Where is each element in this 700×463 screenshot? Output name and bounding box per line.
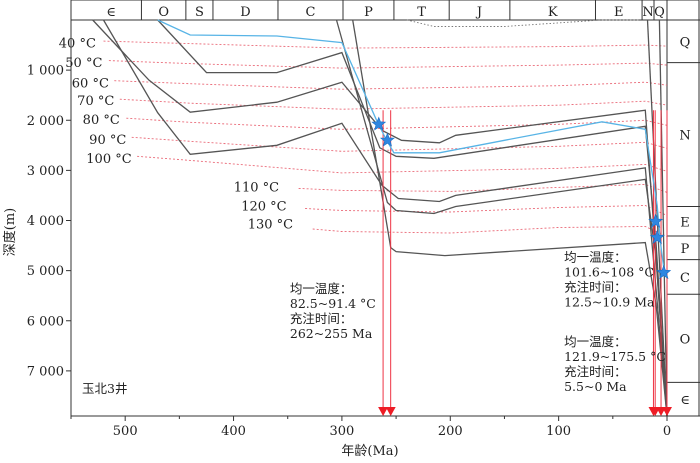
y-tick-label: 6 000 [27, 314, 64, 329]
isotherm-label: 60 °C [72, 77, 109, 92]
annotation-line: 充注时间： [564, 280, 627, 295]
x-tick-label: 400 [221, 424, 246, 439]
isotherm-line [131, 136, 668, 152]
charging-arrow [385, 407, 396, 416]
y-axis-label: 深度(m) [2, 208, 18, 256]
charging-arrows [378, 407, 672, 416]
annotation-block: 均一温度： 121.9~175.5 °C 充注时间： 5.5~0 Ma [564, 334, 666, 394]
isotherm-line [137, 155, 668, 174]
annotation-line: 均一温度： [564, 250, 627, 265]
axes-frame [70, 0, 700, 417]
period-label: J [475, 5, 482, 20]
isotherm-label: 110 °C [234, 180, 279, 195]
x-tick-label: 300 [329, 424, 354, 439]
charging-star [379, 132, 395, 147]
burial-curve [157, 19, 668, 417]
geologic-period-bar: ∈ O S D C P T J K E N Q [70, 0, 668, 21]
x-axis-ticks: 500 400 300 200 100 0 [70, 416, 671, 439]
y-tick-label: 1 000 [27, 64, 64, 79]
annotation-block: 均一温度： 101.6~108 °C 充注时间： 12.5~10.9 Ma [564, 250, 655, 310]
isotherm-labels: 40 °C 50 °C 60 °C 70 °C 80 °C 90 °C 100 °C 110 … [59, 37, 293, 233]
annotation-line: 82.5~91.4 °C [290, 296, 376, 311]
burial-curve [658, 19, 668, 417]
annotation-line: 充注时间： [564, 364, 627, 379]
burial-curve [92, 19, 668, 417]
annotation-block: 均一温度： 82.5~91.4 °C 充注时间： 262~255 Ma [290, 281, 376, 341]
period-label: Q [654, 5, 665, 20]
period-label: K [548, 5, 558, 20]
annotation-line: 121.9~175.5 °C [564, 349, 666, 364]
period-label: N [642, 5, 653, 20]
strata-label: Q [680, 35, 691, 50]
y-tick-label: 4 000 [27, 214, 64, 229]
period-label: D [240, 5, 250, 20]
annotation-line: 262~255 Ma [290, 326, 373, 341]
isotherm-label: 50 °C [65, 56, 102, 71]
period-label: C [306, 5, 316, 20]
burial-curve [335, 19, 668, 417]
annotation-line: 均一温度： [290, 281, 353, 296]
y-axis-ticks: 1 000 2 000 3 000 4 000 5 000 6 000 7 000 [27, 64, 71, 379]
x-tick-label: 100 [546, 424, 571, 439]
x-tick-label: 0 [663, 424, 671, 439]
annotation-line: 101.6~108 °C [564, 265, 654, 280]
isotherm-line [126, 117, 668, 130]
x-axis-label: 年龄(Ma) [341, 444, 398, 459]
y-tick-label: 7 000 [27, 364, 64, 379]
charging-star [649, 229, 665, 244]
isotherm-label: 40 °C [59, 37, 96, 52]
y-tick-label: 2 000 [27, 114, 64, 129]
x-tick-label: 200 [438, 424, 463, 439]
charging-star [656, 264, 672, 279]
isotherm-line [305, 205, 668, 216]
isotherm-label: 100 °C [86, 152, 131, 167]
isotherm-label: 120 °C [241, 200, 286, 215]
annotation-line: 均一温度： [564, 334, 627, 349]
period-label: ∈ [106, 5, 116, 20]
strata-label: E [680, 215, 690, 230]
isotherm-line [298, 183, 668, 193]
isotherm-line [108, 60, 668, 69]
top-dotted-curve [406, 19, 640, 27]
period-label: T [417, 5, 426, 20]
isotherm-label: 90 °C [89, 133, 126, 148]
period-label: S [195, 5, 204, 20]
strata-label: P [681, 242, 690, 257]
charging-arrow [378, 407, 389, 416]
annotation-line: 充注时间： [290, 311, 353, 326]
isotherm-line [119, 98, 668, 110]
reservoir-curve-group [157, 19, 666, 276]
strata-label: ∈ [680, 393, 690, 408]
x-tick-label: 500 [113, 424, 138, 439]
annotation-line: 5.5~0 Ma [564, 379, 627, 394]
charging-time-lines [382, 110, 668, 408]
y-tick-label: 3 000 [27, 164, 64, 179]
charging-star [371, 116, 387, 131]
strata-column: Q N EPC O ∈ [666, 0, 700, 417]
charging-arrow [662, 407, 672, 416]
y-tick-label: 5 000 [27, 264, 64, 279]
period-label: P [364, 5, 373, 20]
isotherm-line [312, 226, 668, 237]
charging-star [648, 213, 664, 228]
isotherm-line [103, 40, 668, 49]
isotherm-label: 80 °C [83, 113, 120, 128]
charging-markers [371, 116, 672, 279]
strata-label: N [679, 129, 690, 144]
well-label: 玉北3井 [82, 381, 127, 396]
isotherm-label: 130 °C [248, 218, 293, 233]
strata-label: C [680, 271, 690, 286]
period-label: E [614, 5, 624, 20]
isotherm-line [114, 80, 668, 90]
period-label: O [158, 5, 169, 20]
burial-curves [92, 19, 668, 417]
strata-label: O [680, 332, 691, 347]
reservoir-curve [157, 19, 666, 276]
annotation-line: 12.5~10.9 Ma [564, 295, 655, 310]
isotherm-label: 70 °C [77, 94, 114, 109]
